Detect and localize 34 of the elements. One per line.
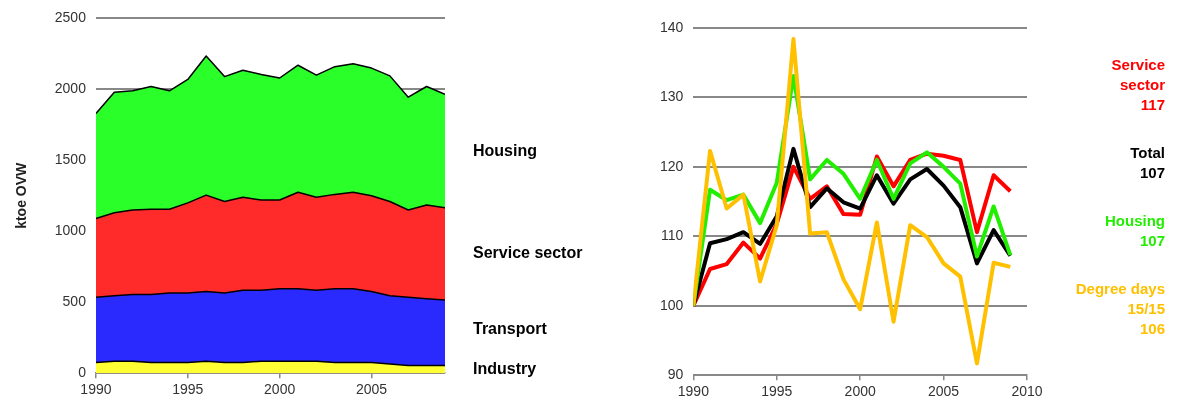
y-tick-label: 1000 <box>54 222 87 239</box>
x-tick-label: 2005 <box>355 381 388 398</box>
y-tick-label: 100 <box>660 296 684 313</box>
y-tick-label: 140 <box>660 18 684 35</box>
y-tick-label: 2000 <box>54 80 87 97</box>
x-tick-label: 1990 <box>80 381 112 398</box>
y-tick-label: 90 <box>667 366 684 383</box>
y-tick-label: 120 <box>660 157 684 174</box>
x-tick-label: 2010 <box>1011 383 1043 400</box>
text: 117 <box>1140 96 1165 114</box>
y-axis-title: ktoe OVW <box>13 161 30 229</box>
y-tick-label: 110 <box>661 227 684 244</box>
text: Total <box>1130 144 1165 162</box>
y-tick-label: 130 <box>660 88 684 105</box>
series-label: Housing <box>473 141 537 159</box>
y-tick-label: 0 <box>78 364 87 381</box>
text: 106 <box>1139 320 1165 338</box>
x-tick-label: 1990 <box>677 383 710 400</box>
text: 107 <box>1139 164 1165 182</box>
text: Housing <box>1105 212 1165 230</box>
x-tick-label: 2000 <box>264 381 296 398</box>
series-label: Industry <box>473 359 537 377</box>
x-tick-label: 1995 <box>761 383 793 400</box>
series-label: Transport <box>473 319 548 337</box>
text: Service sector <box>1111 56 1166 94</box>
x-tick-label: 2000 <box>844 383 876 400</box>
x-tick-label: 1995 <box>172 381 204 398</box>
x-tick-label: 2005 <box>928 383 960 400</box>
y-tick-label: 2500 <box>54 9 87 26</box>
text: 107 <box>1139 232 1165 250</box>
y-tick-label: 1500 <box>54 151 87 168</box>
series-label: Service sector <box>473 244 583 262</box>
y-tick-label: 500 <box>62 293 87 310</box>
text: Degree days 15/15 <box>1075 280 1165 318</box>
